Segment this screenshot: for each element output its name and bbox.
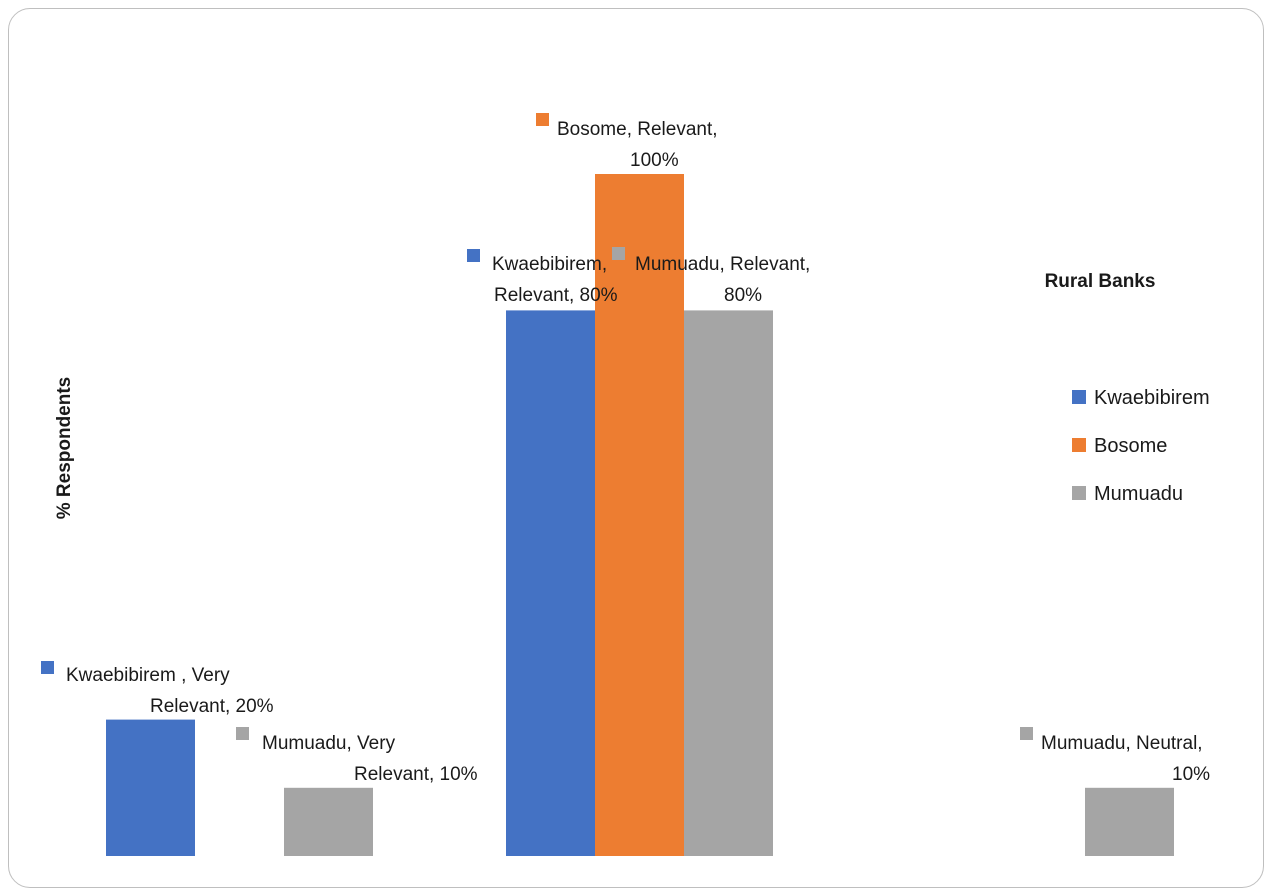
data-label-mumuadu-relevant: Mumuadu, Relevant, 80% [612,247,810,306]
data-label-text: Kwaebibirem, [492,254,607,275]
legend-swatch [1072,390,1086,404]
legend: Rural Banks Kwaebibirem Bosome Mumuadu [1045,271,1210,505]
data-label-text: Mumuadu, Relevant, [635,254,810,275]
bar-mumuadu-relevant [684,310,773,856]
data-label-text: 100% [630,150,679,171]
legend-swatch [1072,438,1086,452]
bar-kwaebibirem-very-relevant [106,719,195,856]
data-label-text: Relevant, 10% [354,764,478,785]
bar-mumuadu-neutral [1085,787,1174,856]
data-label-swatch [467,249,480,262]
data-label-kwaebibirem-very-relevant: Kwaebibirem , Very Relevant, 20% [41,661,274,717]
legend-label: Mumuadu [1094,483,1183,505]
bar-mumuadu-very-relevant [284,787,373,856]
legend-item-kwaebibirem: Kwaebibirem [1072,387,1210,409]
data-label-text: Relevant, 80% [494,285,618,306]
data-label-text: Mumuadu, Neutral, [1041,733,1203,754]
data-label-swatch [1020,727,1033,740]
data-label-swatch [236,727,249,740]
data-label-kwaebibirem-relevant: Kwaebibirem, Relevant, 80% [467,249,618,306]
legend-swatch [1072,486,1086,500]
legend-item-mumuadu: Mumuadu [1072,483,1183,505]
data-label-text: 80% [724,285,762,306]
data-label-mumuadu-neutral: Mumuadu, Neutral, 10% [1020,727,1210,785]
legend-label: Bosome [1094,435,1167,457]
data-label-text: 10% [1172,764,1210,785]
data-label-text: Bosome, Relevant, [557,119,718,140]
data-label-swatch [41,661,54,674]
data-label-text: Kwaebibirem , Very [66,665,230,686]
legend-item-bosome: Bosome [1072,435,1167,457]
data-label-swatch [536,113,549,126]
bar-kwaebibirem-relevant [506,310,595,856]
data-label-bosome-relevant: Bosome, Relevant, 100% [536,113,718,171]
legend-label: Kwaebibirem [1094,387,1210,409]
data-label-swatch [612,247,625,260]
legend-title: Rural Banks [1045,271,1156,292]
bar-bosome-relevant [595,174,684,856]
data-label-text: Relevant, 20% [150,696,274,717]
data-label-text: Mumuadu, Very [262,733,396,754]
y-axis-label: % Respondents [54,377,75,520]
data-label-mumuadu-very-relevant: Mumuadu, Very Relevant, 10% [236,727,478,785]
